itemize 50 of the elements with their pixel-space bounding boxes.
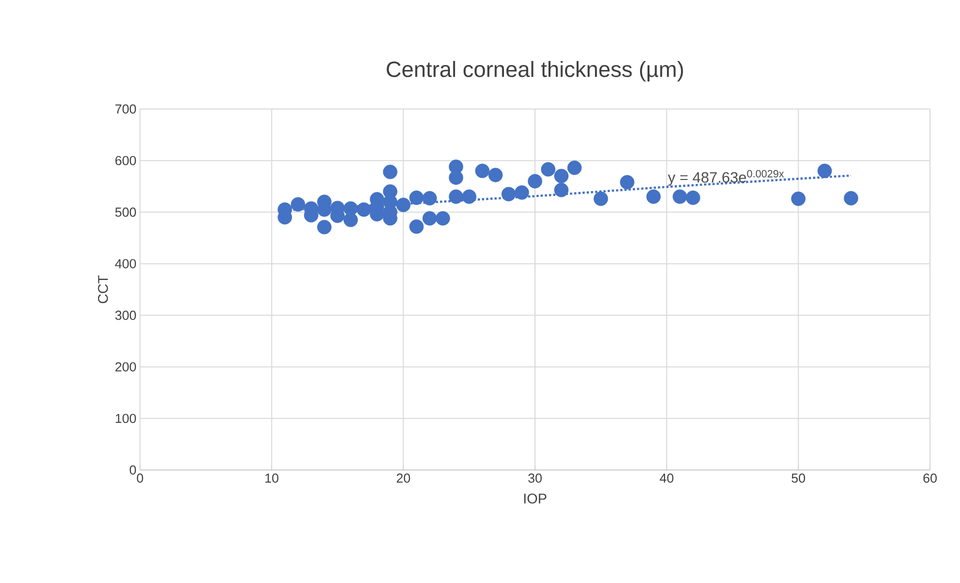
y-tick-label: 500 [115, 208, 136, 217]
point [409, 219, 424, 234]
point [396, 198, 411, 212]
point [540, 162, 556, 177]
point [567, 160, 582, 175]
point [817, 164, 832, 178]
point [686, 190, 700, 205]
point [672, 189, 688, 204]
point [646, 189, 661, 204]
point [317, 220, 332, 234]
point [356, 202, 372, 217]
x-tick-label: 50 [792, 474, 806, 483]
point [514, 185, 530, 200]
point [422, 211, 437, 226]
x-tick-label: 60 [923, 474, 937, 483]
point [501, 186, 516, 202]
y-tick-label: 600 [115, 156, 136, 166]
x-tick-label: 40 [660, 474, 674, 483]
y-tick-label: 200 [115, 362, 136, 372]
point [594, 192, 608, 206]
x-axis-title: IOP [524, 494, 546, 504]
point [791, 192, 806, 206]
point [422, 191, 437, 206]
point [528, 174, 542, 188]
point [448, 189, 464, 204]
x-tick-label: 30 [528, 474, 542, 483]
point [409, 190, 424, 205]
point [620, 175, 634, 190]
y-axis-title: CCT [98, 275, 108, 304]
x-tick-label: 0 [136, 474, 144, 483]
x-tick-label: 20 [396, 474, 410, 483]
point [844, 191, 858, 206]
point [382, 164, 398, 180]
y-tick-label: 300 [115, 310, 136, 320]
point [436, 211, 450, 226]
y-tick-label: 0 [130, 465, 136, 475]
point [462, 189, 476, 204]
point [475, 164, 490, 178]
point [488, 168, 503, 182]
y-tick-label: 700 [115, 104, 136, 114]
chart-title: Central corneal thickness (µm) [386, 60, 683, 82]
x-tick-label: 10 [265, 474, 278, 483]
point [448, 170, 464, 185]
point [290, 197, 306, 212]
point [554, 182, 569, 198]
point [554, 168, 569, 184]
point [343, 212, 358, 228]
y-tick-label: 100 [116, 414, 136, 424]
y-tick-label: 400 [115, 259, 136, 268]
annotation: y = 487.63e$^{0.0029x}$ [668, 170, 784, 186]
